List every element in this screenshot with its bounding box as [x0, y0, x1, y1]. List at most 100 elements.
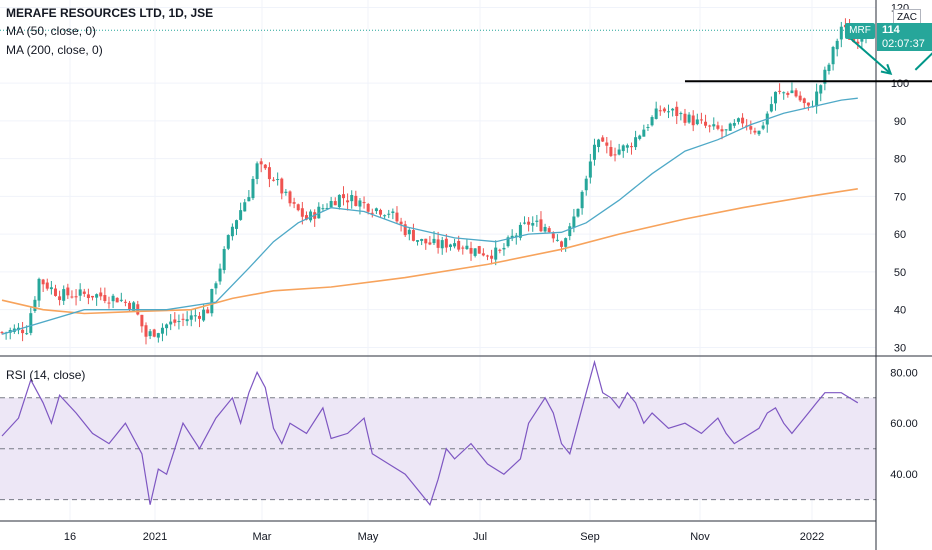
candle-body — [621, 145, 625, 152]
ma50-legend[interactable]: MA (50, close, 0) — [6, 24, 97, 38]
candle-body — [555, 239, 559, 241]
candle-body — [58, 296, 62, 301]
candle-body — [823, 69, 827, 84]
candle-body — [399, 221, 403, 225]
candle-body — [169, 321, 173, 325]
ma50-line — [1, 97, 858, 335]
candle-body — [317, 206, 321, 219]
candle-body — [276, 179, 280, 181]
price-pane[interactable] — [0, 18, 876, 345]
candle-body — [481, 253, 485, 256]
candle-body — [341, 194, 345, 199]
price-tick-label: 90 — [894, 116, 906, 128]
candle-body — [309, 211, 313, 221]
candle-body — [527, 221, 531, 225]
time-tick-label: Jul — [473, 531, 487, 543]
candle-body — [778, 90, 782, 92]
candle-body — [321, 208, 325, 210]
candle-body — [724, 129, 728, 131]
candle-body — [247, 197, 251, 202]
time-tick-label: Mar — [253, 531, 272, 543]
candle-body — [45, 282, 49, 289]
candle-body — [148, 331, 152, 337]
candle-body — [383, 215, 387, 217]
candle-body — [568, 226, 572, 237]
candle-body — [753, 130, 757, 133]
candle-body — [662, 108, 666, 112]
candle-body — [642, 129, 646, 137]
price-tick-label: 100 — [891, 78, 909, 90]
candle-body — [25, 333, 29, 335]
candle-body — [173, 319, 177, 323]
price-tick-label: 30 — [894, 342, 906, 354]
candle-body — [617, 149, 621, 155]
candle-body — [379, 209, 383, 215]
candle-body — [111, 295, 115, 302]
candle-body — [794, 90, 798, 97]
candle-body — [189, 315, 193, 320]
candle-body — [78, 289, 82, 296]
symbol-tag: MRF — [845, 23, 875, 39]
last-price: 114 — [882, 24, 900, 36]
candle-body — [658, 110, 662, 112]
candle-body — [741, 117, 745, 124]
candle-body — [802, 98, 806, 104]
candle-body — [374, 208, 378, 212]
rsi-tick-label: 80.00 — [890, 367, 918, 379]
candle-body — [280, 178, 284, 194]
candle-body — [675, 106, 679, 117]
candle-body — [473, 248, 477, 256]
price-tick-label: 50 — [894, 267, 906, 279]
candle-body — [461, 247, 465, 249]
candle-body — [856, 41, 860, 44]
candle-body — [160, 327, 164, 334]
candle-body — [757, 130, 761, 135]
candle-body — [251, 178, 255, 199]
candle-body — [650, 117, 654, 126]
candle-body — [407, 229, 411, 235]
ma200-line — [1, 188, 858, 315]
candle-body — [177, 321, 181, 323]
candle-body — [588, 161, 592, 178]
candle-body — [835, 40, 839, 50]
candle-body — [140, 314, 144, 327]
candle-body — [551, 233, 555, 239]
candle-body — [272, 179, 276, 181]
price-tick-label: 40 — [894, 305, 906, 317]
candle-body — [790, 90, 794, 94]
candle-body — [218, 268, 222, 282]
candle-body — [625, 145, 629, 148]
candle-body — [597, 139, 601, 148]
candle-body — [391, 211, 395, 213]
time-tick-label: Sep — [580, 531, 600, 543]
rsi-band — [0, 397, 876, 501]
drawing-tools[interactable] — [684, 6, 932, 83]
candle-body — [634, 137, 638, 148]
rsi-legend[interactable]: RSI (14, close) — [6, 368, 86, 382]
candle-body — [592, 144, 596, 160]
candle-body — [53, 288, 57, 296]
rsi-pane[interactable] — [1, 359, 859, 506]
candle-body — [806, 102, 810, 106]
candle-body — [403, 224, 407, 236]
candle-body — [107, 302, 111, 304]
candle-body — [181, 318, 185, 320]
candle-body — [304, 215, 308, 220]
candle-body — [490, 255, 494, 259]
price-tick-label: 80 — [894, 154, 906, 166]
candle-body — [667, 111, 671, 113]
time-tick-label: 2022 — [800, 531, 824, 543]
ma200-legend[interactable]: MA (200, close, 0) — [6, 43, 103, 57]
candle-body — [576, 208, 580, 217]
candle-body — [156, 333, 160, 338]
down-arrow-head — [880, 63, 893, 76]
candle-body — [128, 302, 132, 310]
candle-body — [300, 208, 304, 217]
candle-body — [720, 129, 724, 132]
candle-body — [255, 163, 259, 179]
candle-body — [683, 113, 687, 123]
candle-body — [185, 319, 189, 322]
candle-body — [465, 245, 469, 250]
